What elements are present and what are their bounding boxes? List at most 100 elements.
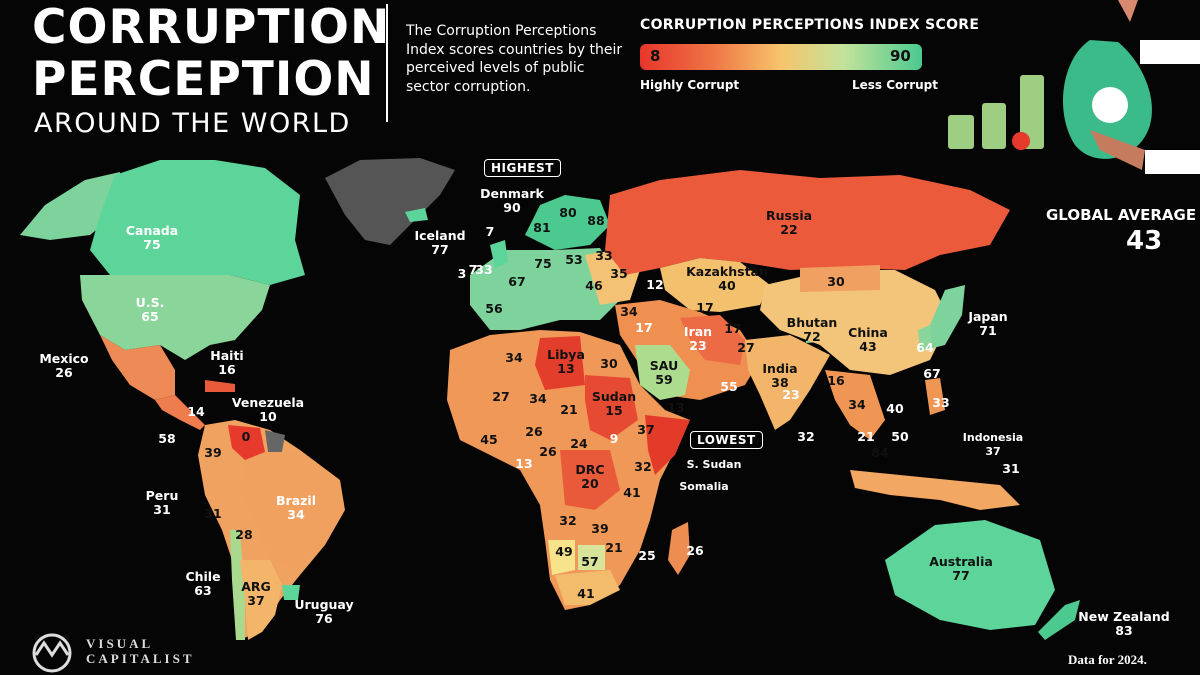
title-line-2: PERCEPTION [32,52,375,107]
score-label: 88 [587,213,605,228]
argentina-shape [240,560,282,640]
scandinavia-shape [525,195,610,250]
drc-shape [560,450,620,510]
score-label: 39 [591,521,609,536]
score-label: 17 [724,321,742,336]
score-label: 13 [667,400,685,415]
country-label: Mexico 26 [39,351,89,380]
country-label: Venezuela 10 [231,395,305,424]
country-label: Libya 13 [547,347,585,376]
score-label: 53 [565,252,583,267]
legend-low-label: Highly Corrupt [640,78,740,92]
score-label: 55 [720,379,738,394]
brazil-shape [240,452,343,570]
country-label: Brazil 34 [276,493,316,522]
score-label: 26 [525,424,543,439]
china-shape [760,270,950,375]
score-label: 50 [891,429,909,444]
score-label: 39 [204,445,222,460]
country-label: S. Sudan [686,458,742,471]
country-label: Haiti 16 [210,348,244,377]
legend-title: CORRUPTION PERCEPTIONS INDEX SCORE [640,17,980,33]
country-label: Russia 22 [765,208,813,237]
canada-shape [90,160,305,285]
score-label: 34 [620,304,638,319]
country-label: Australia 77 [929,554,993,583]
venezuela-shape [228,425,265,460]
iceland-shape [405,208,428,222]
legend-color-scale [640,44,922,70]
country-label: Iceland 77 [414,228,466,257]
india-shape [745,335,830,430]
score-label: 81 [533,220,551,235]
libya-shape [535,336,585,390]
score-label: 3 [457,266,467,281]
central-america-shape [155,395,205,430]
madagascar-shape [668,522,690,575]
country-label: Bhutan 72 [786,315,838,344]
korea-shape [918,325,932,350]
lowest-callout: LOWEST [690,431,763,449]
title-line-1: CORRUPTION [32,0,391,55]
score-label: 17 [696,300,714,315]
country-label: Iran 23 [683,324,713,353]
money-bag-illustration [1063,0,1200,174]
score-label: 33 [595,248,613,263]
score-label: 27 [492,389,510,404]
score-label: 41 [623,485,641,500]
title-divider [386,4,388,122]
australia-shape [885,520,1055,630]
score-label: 46 [585,278,603,293]
sudan-shape [585,375,638,440]
score-label: 35 [610,266,628,281]
score-label: 75 [534,256,552,271]
logo-text: VISUAL CAPITALIST [86,636,195,666]
score-label: 26 [539,444,557,459]
country-label: Sudan 15 [591,389,637,418]
score-label: 25 [638,548,656,563]
iran-shape [680,315,745,365]
uk-shape [490,240,508,268]
country-label: Canada 75 [125,223,179,252]
score-label: 34 [505,350,523,365]
alaska-shape [20,172,120,240]
saudi-shape [635,345,690,400]
mexico-shape [100,335,175,400]
score-label: 57 [581,554,599,569]
score-label: 30 [600,356,618,371]
country-label: SAU 59 [649,358,679,387]
usa-shape [80,275,270,360]
score-label: 23 [782,387,800,402]
score-label: 32 [634,459,652,474]
country-label: Denmark 90 [480,186,544,215]
somalia-shape [645,415,690,475]
europe-shape [470,248,620,330]
indonesia-shape [850,470,1020,510]
description: The Corruption Perceptions Index scores … [406,23,623,95]
score-label: 27 [737,340,755,355]
score-label: 40 [886,401,904,416]
score-label: 24 [570,436,588,451]
caribbean-shape [205,380,235,392]
footer-note: Data for 2024. [1068,652,1147,667]
score-label: 28 [235,527,253,542]
botswana-shape [578,545,605,570]
mongolia-shape [800,265,880,292]
score-label: 49 [555,544,573,559]
philippines-shape [925,378,945,415]
global-average-value: 43 [1126,226,1163,256]
score-label: 33 [475,262,493,277]
country-label: Kazakhstan 40 [686,264,768,293]
country-label: Peru 31 [145,488,179,517]
score-label: 31 [1002,461,1020,476]
country-label: Indonesia 37 [962,431,1024,458]
coin-stacks-illustration [948,75,1044,150]
highest-callout: HIGHEST [484,159,561,177]
legend-max: 90 [890,47,911,65]
greenland-shape [325,158,455,245]
score-label: 67 [508,274,526,289]
score-label: 30 [827,274,845,289]
score-label: 7 [485,224,495,239]
